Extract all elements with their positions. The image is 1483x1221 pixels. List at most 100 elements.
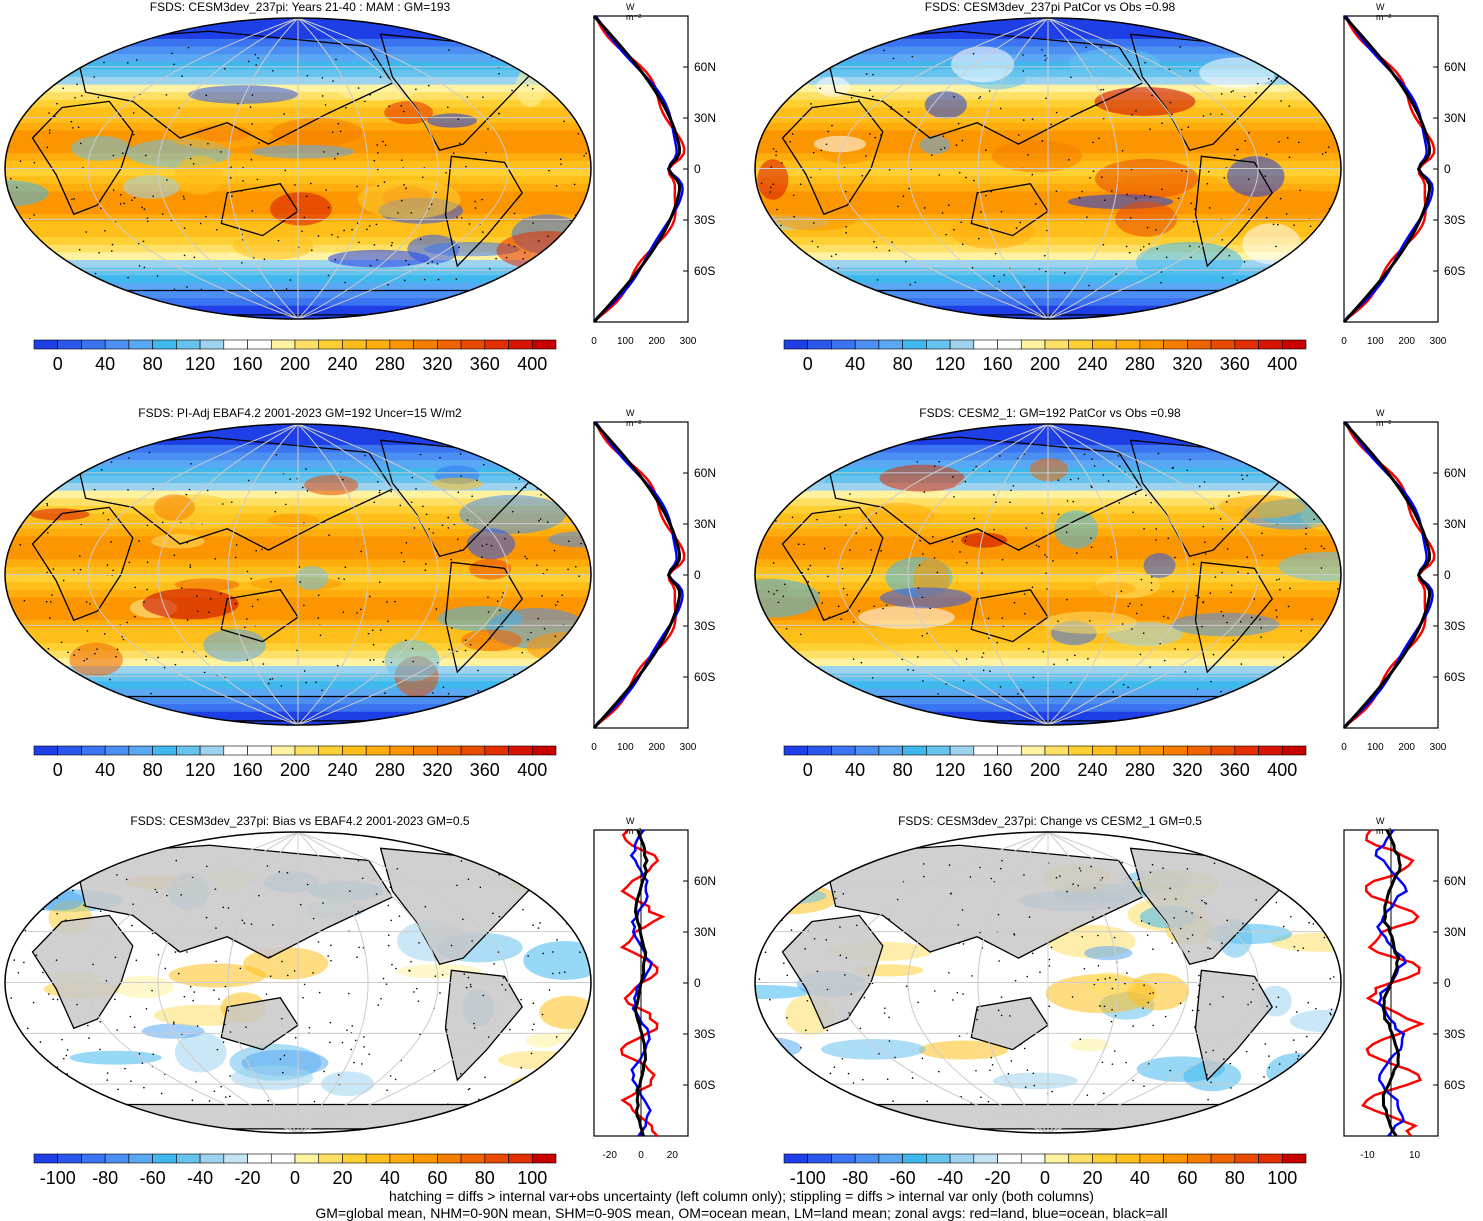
stipple-dot [1046, 588, 1048, 590]
stipple-dot [24, 70, 26, 73]
stipple-dot [845, 232, 847, 234]
zonal-lat-label: 30S [694, 619, 716, 633]
field-patch [151, 534, 205, 549]
stipple-dot [498, 72, 500, 75]
stipple-dot [1013, 934, 1016, 936]
stipple-dot [922, 863, 925, 865]
graticule-lon [297, 424, 439, 725]
stipple-dot [1088, 284, 1090, 287]
stipple-dot [1201, 146, 1204, 148]
stipple-dot [465, 165, 467, 168]
zonal-lat-label: 0 [1444, 568, 1451, 582]
stipple-dot [187, 46, 190, 49]
stipple-dot [583, 154, 585, 157]
stipple-dot [1031, 586, 1034, 589]
stipple-dot [1261, 532, 1263, 535]
stipple-dot [1290, 915, 1292, 918]
field-patch [497, 1050, 581, 1070]
stipple-dot [562, 892, 565, 894]
stipple-dot [894, 1056, 896, 1059]
stipple-dot [275, 453, 278, 456]
stipple-dot [272, 924, 274, 926]
stipple-dot [501, 983, 503, 986]
stipple-dot [563, 971, 566, 973]
stipple-dot [129, 1015, 132, 1018]
stipple-dot [339, 130, 342, 133]
stipple-dot [103, 633, 106, 635]
stipple-dot [152, 1053, 154, 1056]
stipple-dot [317, 235, 320, 237]
stipple-dot [180, 894, 183, 896]
stipple-dot [1279, 588, 1281, 591]
graticule-lon [297, 18, 439, 319]
stipple-dot [1055, 190, 1058, 193]
stipple-dot [15, 186, 18, 189]
stipple-dot [555, 604, 557, 606]
stipple-dot [399, 504, 402, 507]
stipple-dot [447, 527, 450, 529]
stipple-dot [270, 580, 272, 583]
stipple-dot [51, 594, 53, 596]
stipple-dot [119, 203, 122, 205]
stipple-dot [1329, 73, 1332, 75]
stipple-dot [79, 555, 81, 557]
stipple-dot [806, 467, 809, 470]
stipple-dot [1221, 571, 1223, 574]
colorbar-label: 0 [802, 760, 813, 780]
stipple-dot [980, 211, 982, 213]
stipple-dot [445, 171, 447, 174]
stipple-dot [301, 230, 303, 233]
stipple-dot [312, 972, 314, 974]
stipple-dot [306, 74, 309, 77]
stipple-dot [1286, 136, 1289, 139]
stipple-dot [189, 566, 192, 569]
stipple-dot [209, 598, 212, 600]
stipple-dot [888, 1016, 890, 1019]
stipple-dot [937, 1070, 940, 1073]
stipple-dot [173, 554, 176, 557]
stipple-dot [533, 1023, 535, 1025]
stipple-dot [1152, 1024, 1154, 1027]
field-patch [960, 532, 1008, 548]
stipple-dot [1108, 907, 1110, 909]
stipple-dot [405, 541, 408, 544]
stipple-dot [753, 944, 755, 946]
stipple-dot [763, 76, 765, 79]
stipple-dot [1277, 996, 1280, 999]
stipple-dot [1268, 1066, 1271, 1069]
stipple-dot [163, 666, 166, 669]
stipple-dot [907, 668, 909, 671]
stipple-dot [224, 1023, 226, 1026]
stipple-dot [46, 504, 49, 507]
stipple-dot [987, 637, 990, 640]
stipple-dot [791, 133, 794, 135]
stipple-dot [465, 986, 468, 989]
stipple-dot [953, 228, 955, 231]
graticule-lon [157, 424, 299, 725]
stipple-dot [1081, 190, 1083, 193]
colorbar-swatch [294, 339, 320, 350]
colorbar-swatch [1068, 339, 1093, 350]
stipple-dot [524, 251, 526, 254]
stipple-dot [1010, 489, 1012, 492]
zonal-lat-label: 60N [1444, 60, 1467, 74]
stipple-dot [804, 863, 807, 866]
stipple-dot [1013, 601, 1016, 604]
stipple-dot [1278, 578, 1281, 580]
colorbar-swatch [807, 745, 832, 756]
stipple-dot [272, 69, 274, 72]
stipple-dot [100, 469, 103, 471]
stipple-dot [146, 220, 149, 223]
stipple-dot [1273, 52, 1276, 54]
stipple-dot [1147, 1001, 1150, 1004]
stipple-dot [1099, 1005, 1101, 1007]
stipple-dot [1320, 545, 1323, 547]
stipple-dot [1238, 491, 1240, 494]
stipple-dot [1223, 1058, 1225, 1060]
stipple-dot [102, 512, 105, 514]
stipple-dot [929, 607, 932, 610]
stipple-dot [505, 1100, 508, 1102]
stipple-dot [940, 148, 942, 151]
stipple-dot [953, 495, 955, 498]
stipple-dot [1151, 576, 1153, 578]
